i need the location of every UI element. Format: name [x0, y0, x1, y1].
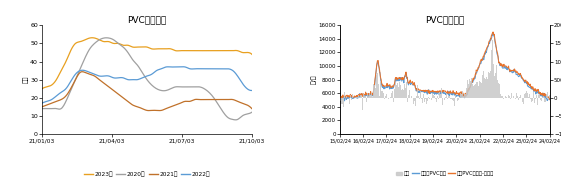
Y-axis label: 元/吨: 元/吨 — [311, 75, 317, 85]
2023年 — [39, 87, 46, 89]
2023年 — [164, 48, 171, 50]
2020年 — [168, 87, 174, 90]
Line: 次盘价PVC指数: 次盘价PVC指数 — [340, 33, 550, 101]
2021年 — [249, 108, 255, 110]
Legend: 基差, 次盘价PVC指数, 华东PVC主流价-电石法: 基差, 次盘价PVC指数, 华东PVC主流价-电石法 — [394, 169, 496, 178]
2022年 — [180, 66, 186, 68]
2022年 — [39, 102, 45, 104]
2023年 — [164, 48, 171, 50]
华东PVC主流价-电石法 — [462, 95, 468, 98]
华东PVC主流价-电石法 — [546, 99, 553, 101]
华东PVC主流价-电石法 — [490, 31, 496, 33]
2023年 — [216, 50, 223, 52]
华东PVC主流价-电石法 — [337, 95, 343, 98]
Line: 2021年: 2021年 — [42, 72, 252, 111]
2021年 — [165, 107, 172, 109]
次盘价PVC指数 — [490, 32, 496, 34]
2020年 — [232, 119, 239, 121]
次盘价PVC指数 — [509, 72, 516, 74]
Line: 华东PVC主流价-电石法: 华东PVC主流价-电石法 — [340, 32, 550, 100]
华东PVC主流价-电石法 — [438, 90, 444, 92]
次盘价PVC指数 — [546, 98, 553, 101]
2021年 — [164, 107, 171, 109]
2022年 — [229, 70, 236, 72]
次盘价PVC指数 — [436, 93, 443, 95]
华东PVC主流价-电石法 — [542, 94, 549, 96]
2022年 — [216, 68, 223, 70]
Line: 2022年: 2022年 — [42, 67, 252, 103]
Line: 2020年: 2020年 — [42, 38, 252, 120]
2020年 — [249, 111, 255, 113]
2020年 — [103, 37, 110, 39]
2021年 — [168, 105, 175, 108]
2021年 — [39, 106, 46, 108]
2021年 — [79, 71, 85, 73]
2022年 — [164, 66, 171, 68]
Title: PVC社会库存: PVC社会库存 — [127, 16, 167, 25]
2022年 — [249, 89, 255, 92]
2021年 — [39, 106, 45, 108]
华东PVC主流价-电石法 — [450, 91, 457, 93]
2021年 — [217, 98, 224, 101]
Title: PVC基差走势: PVC基差走势 — [425, 16, 465, 25]
次盘价PVC指数 — [542, 95, 549, 97]
华东PVC主流价-电石法 — [436, 91, 443, 93]
2022年 — [167, 66, 174, 68]
2020年 — [39, 108, 45, 110]
次盘价PVC指数 — [438, 92, 445, 94]
2021年 — [230, 99, 237, 101]
次盘价PVC指数 — [337, 98, 343, 100]
2022年 — [163, 66, 169, 68]
2020年 — [39, 108, 46, 110]
Legend: 2023年, 2020年, 2021年, 2022年: 2023年, 2020年, 2021年, 2022年 — [81, 169, 213, 180]
2020年 — [216, 106, 223, 108]
2020年 — [164, 89, 171, 91]
2023年 — [229, 50, 236, 52]
2023年 — [39, 88, 45, 90]
Y-axis label: 万吨: 万吨 — [23, 76, 29, 83]
2023年 — [249, 53, 255, 55]
2020年 — [229, 118, 236, 121]
华东PVC主流价-电石法 — [509, 70, 516, 72]
Line: 2023年: 2023年 — [42, 38, 252, 89]
2022年 — [39, 102, 46, 104]
次盘价PVC指数 — [462, 95, 468, 97]
2023年 — [168, 48, 174, 50]
次盘价PVC指数 — [450, 92, 457, 94]
2021年 — [156, 110, 163, 112]
次盘价PVC指数 — [341, 100, 348, 102]
2023年 — [89, 37, 95, 39]
2020年 — [164, 89, 171, 91]
